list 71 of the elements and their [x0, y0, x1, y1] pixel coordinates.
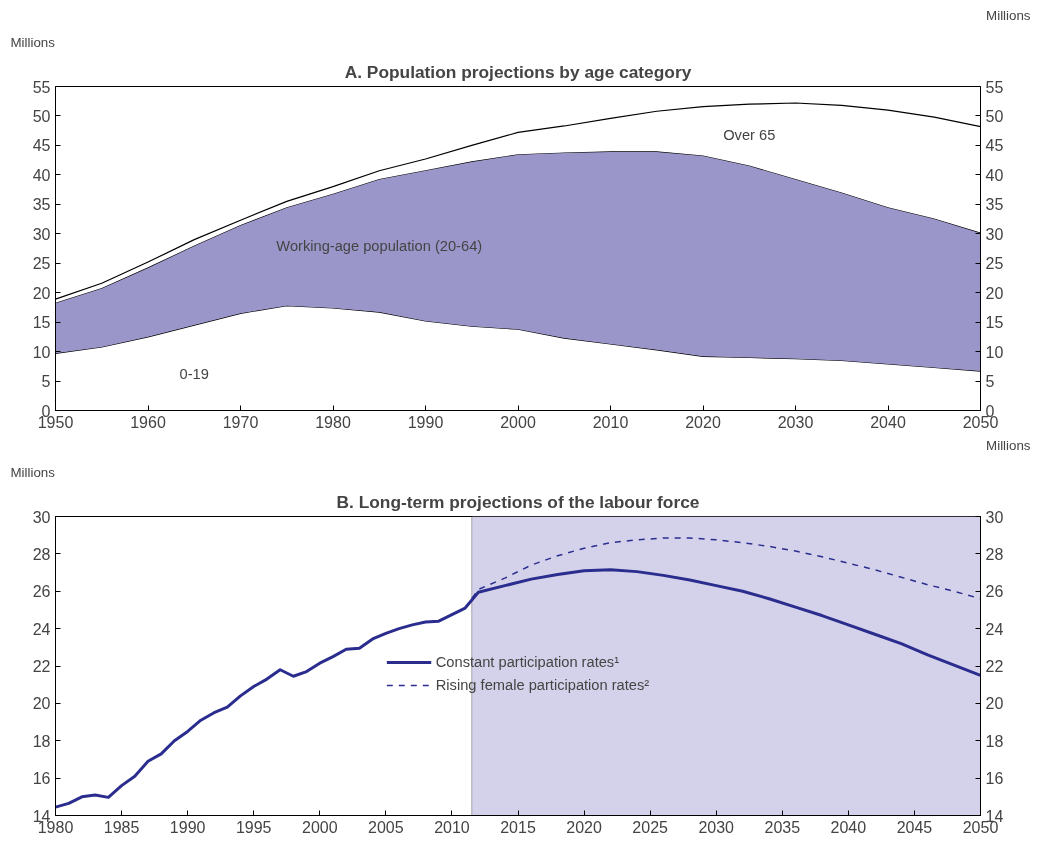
y2-tick-label: 16	[985, 770, 1004, 788]
series-label: 0-19	[179, 365, 209, 382]
y2-tick-label: 20	[985, 284, 1004, 302]
x-tick-label: 2000	[500, 413, 536, 431]
x-tick-label: 2010	[592, 413, 629, 431]
y2-tick-label: 18	[985, 732, 1004, 750]
y2-tick-label: 10	[985, 343, 1004, 361]
y-tick-label: 40	[32, 166, 51, 184]
y-tick-label: 18	[32, 732, 51, 750]
y-tick-label: 24	[32, 620, 51, 638]
y-tick-label: 20	[32, 284, 51, 302]
series-label: Over 65	[723, 126, 776, 143]
x-tick-label: 1995	[235, 818, 272, 836]
series-label: Working-age population (20-64)	[276, 237, 483, 254]
x-tick-label: 2025	[632, 818, 669, 836]
y2-tick-label: 24	[985, 620, 1004, 638]
x-tick-label: 1990	[169, 818, 206, 836]
x-tick-label: 2015	[500, 818, 536, 836]
y2-tick-label: 50	[985, 107, 1004, 125]
y2-tick-label: 30	[985, 508, 1004, 526]
legend-label: Rising female participation rates²	[435, 677, 650, 693]
y2-tick-label: 26	[985, 583, 1004, 601]
y2-tick-label: 55	[985, 78, 1004, 96]
y2-tick-label: 5	[985, 373, 995, 391]
y2-tick-label: 22	[985, 658, 1004, 675]
x-tick-label: 2020	[566, 818, 602, 836]
x-tick-label: 2035	[764, 818, 801, 836]
x-tick-label: 2030	[698, 818, 735, 836]
y-tick-label: 26	[32, 583, 51, 601]
y-tick-label: 16	[32, 770, 51, 788]
x-tick-label: 1985	[103, 818, 140, 836]
y2-tick-label: 20	[985, 695, 1004, 713]
y2-tick-label: 15	[985, 314, 1004, 332]
chart-title: A. Population projections by age category	[344, 61, 692, 82]
y-tick-label: 5	[41, 373, 51, 391]
x-tick-label: 1970	[222, 413, 259, 431]
x-tick-label: 2045	[896, 818, 933, 836]
y-axis-title: Millions	[10, 34, 56, 50]
y2-tick-label: 30	[985, 225, 1004, 243]
y-tick-label: 28	[32, 545, 51, 563]
y-tick-label: 30	[32, 225, 51, 243]
y-tick-label: 10	[32, 343, 51, 361]
x-tick-label: 2040	[870, 413, 906, 431]
y-axis-title: Millions	[10, 464, 56, 480]
x-tick-label: 1960	[130, 413, 166, 431]
y2-tick-label: 40	[985, 166, 1004, 184]
x-tick-label: 1990	[407, 413, 444, 431]
y-tick-label: 35	[32, 196, 51, 214]
y2-axis-title: Millions	[986, 437, 1031, 453]
y-tick-label: 55	[32, 78, 51, 96]
y-tick-label: 45	[32, 137, 51, 155]
x-tick-label: 2010	[434, 818, 470, 836]
y-tick-label: 20	[32, 695, 51, 713]
legend-label: Constant participation rates¹	[435, 654, 620, 670]
x-tick-label: 2020	[685, 413, 721, 431]
y2-tick-label: 45	[985, 137, 1004, 155]
y-tick-label: 22	[32, 658, 51, 675]
y-tick-label: 15	[32, 314, 51, 332]
x-tick-label: 2030	[777, 413, 814, 431]
y-tick-label: 50	[32, 107, 51, 125]
y-tick-label: 30	[32, 508, 51, 526]
y2-axis-title: Millions	[986, 7, 1031, 23]
y-tick-label: 25	[32, 255, 51, 273]
x-tick-label: 1980	[315, 413, 351, 431]
x-tick-label: 2000	[301, 818, 338, 836]
y2-tick-label: 28	[985, 545, 1004, 563]
y2-tick-label: 35	[985, 196, 1004, 214]
y2-tick-label: 25	[985, 255, 1004, 273]
x-tick-label: 2005	[368, 818, 404, 836]
x-tick-label: 2040	[830, 818, 867, 836]
chart-title: B. Long-term projections of the labour force	[336, 491, 700, 512]
